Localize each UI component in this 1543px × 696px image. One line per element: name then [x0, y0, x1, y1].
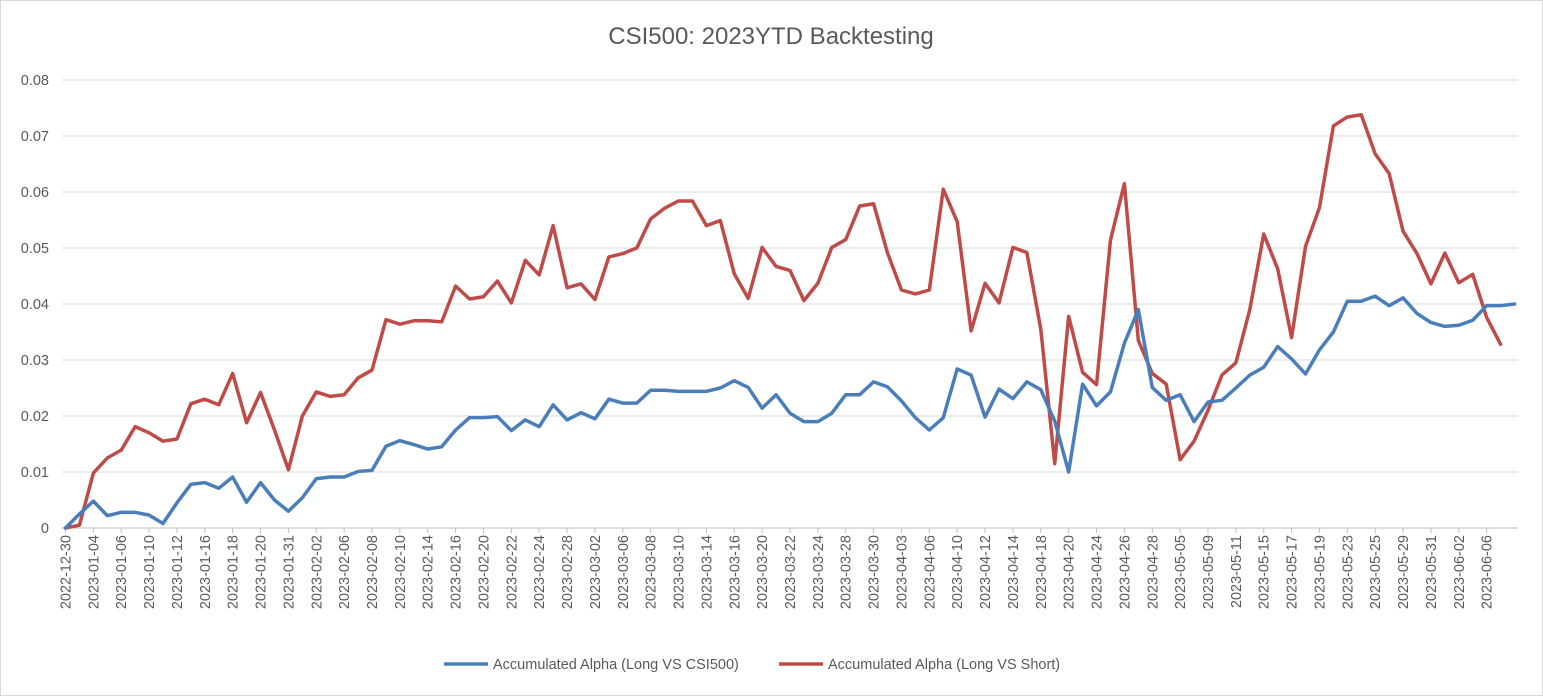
x-tick-label: 2023-03-20 [755, 535, 771, 609]
x-tick-label: 2023-02-08 [365, 535, 381, 609]
legend-label-long-vs-csi500: Accumulated Alpha (Long VS CSI500) [493, 657, 739, 673]
y-tick-label: 0.06 [21, 185, 49, 201]
x-tick-label: 2023-05-15 [1257, 535, 1273, 609]
y-tick-label: 0.02 [21, 409, 49, 425]
chart-title: CSI500: 2023YTD Backtesting [608, 23, 934, 50]
legend-label-long-vs-short: Accumulated Alpha (Long VS Short) [828, 657, 1060, 673]
x-tick-label: 2023-05-11 [1229, 535, 1245, 608]
x-tick-label: 2023-04-10 [950, 535, 966, 609]
x-tick-label: 2023-04-28 [1145, 535, 1161, 609]
x-tick-label: 2023-05-31 [1424, 535, 1440, 609]
y-tick-label: 0.01 [21, 465, 49, 481]
x-tick-label: 2023-03-02 [588, 535, 604, 609]
x-tick-label: 2023-01-18 [226, 535, 242, 609]
x-tick-label: 2023-01-10 [142, 535, 158, 609]
x-tick-label: 2023-05-25 [1368, 535, 1384, 609]
x-tick-label: 2023-04-26 [1117, 535, 1133, 609]
x-tick-label: 2023-05-23 [1340, 535, 1356, 609]
x-tick-label: 2023-02-10 [393, 535, 409, 609]
y-tick-label: 0.07 [21, 129, 49, 145]
x-tick-label: 2023-03-08 [644, 535, 660, 609]
x-tick-label: 2023-02-24 [532, 535, 548, 609]
x-tick-label: 2023-02-16 [449, 535, 465, 609]
x-tick-label: 2023-05-17 [1285, 535, 1301, 609]
x-tick-label: 2023-04-12 [978, 535, 994, 609]
x-tick-label: 2023-03-28 [839, 535, 855, 609]
x-tick-label: 2023-03-22 [783, 535, 799, 609]
x-tick-label: 2023-03-30 [867, 535, 883, 609]
y-tick-label: 0 [41, 521, 49, 537]
x-tick-label: 2023-02-02 [309, 535, 325, 609]
series-line-long-vs-short [63, 112, 1503, 530]
x-tick-label: 2023-04-03 [894, 535, 910, 609]
x-tick-label: 2023-01-20 [254, 535, 270, 609]
series-line-long-vs-csi500 [63, 294, 1517, 530]
y-tick-label: 0.03 [21, 353, 49, 369]
x-tick-label: 2023-02-06 [337, 535, 353, 609]
x-tick-label: 2023-04-18 [1034, 535, 1050, 609]
gridlines [62, 79, 1518, 529]
x-tick-label: 2023-05-19 [1312, 535, 1328, 609]
x-tick-label: 2022-12-30 [58, 535, 74, 609]
x-tick-label: 2023-06-02 [1452, 535, 1468, 609]
x-tick-label: 2023-05-05 [1173, 535, 1189, 609]
x-tick-label: 2023-04-06 [922, 535, 938, 609]
x-tick-label: 2023-04-20 [1062, 535, 1078, 609]
x-tick-label: 2023-06-06 [1480, 535, 1496, 609]
x-tick-label: 2023-02-14 [421, 535, 437, 609]
x-tick-label: 2023-03-06 [616, 535, 632, 609]
series-lines [63, 112, 1517, 530]
x-tick-label: 2023-01-31 [281, 535, 297, 609]
x-tick-label: 2023-02-20 [476, 535, 492, 609]
legend: Accumulated Alpha (Long VS CSI500) Accumu… [444, 657, 1060, 673]
x-tick-label: 2023-05-09 [1201, 535, 1217, 609]
x-tick-label: 2023-03-16 [727, 535, 743, 609]
x-axis: 2022-12-30 2023-01-04 2023-01-06 2023-01-10… [58, 528, 1496, 609]
x-tick-label: 2023-03-14 [699, 535, 715, 609]
x-tick-label: 2023-01-04 [86, 535, 102, 609]
x-tick-label: 2023-01-06 [114, 535, 130, 609]
y-tick-label: 0.08 [21, 73, 49, 89]
x-tick-label: 2023-05-29 [1396, 535, 1412, 609]
y-tick-label: 0.04 [21, 297, 49, 313]
x-tick-label: 2023-01-12 [170, 535, 186, 609]
x-tick-label: 2023-04-24 [1090, 535, 1106, 609]
x-tick-label: 2023-02-22 [504, 535, 520, 609]
x-tick-label: 2023-03-10 [672, 535, 688, 609]
x-tick-label: 2023-01-16 [198, 535, 214, 609]
x-tick-label: 2023-02-28 [560, 535, 576, 609]
x-tick-label: 2023-03-24 [811, 535, 827, 609]
y-axis: 0 0.01 0.02 0.03 0.04 0.05 0.06 0.07 0.08 [21, 73, 49, 537]
y-tick-label: 0.05 [21, 241, 49, 257]
x-tick-label: 2023-04-14 [1006, 535, 1022, 609]
